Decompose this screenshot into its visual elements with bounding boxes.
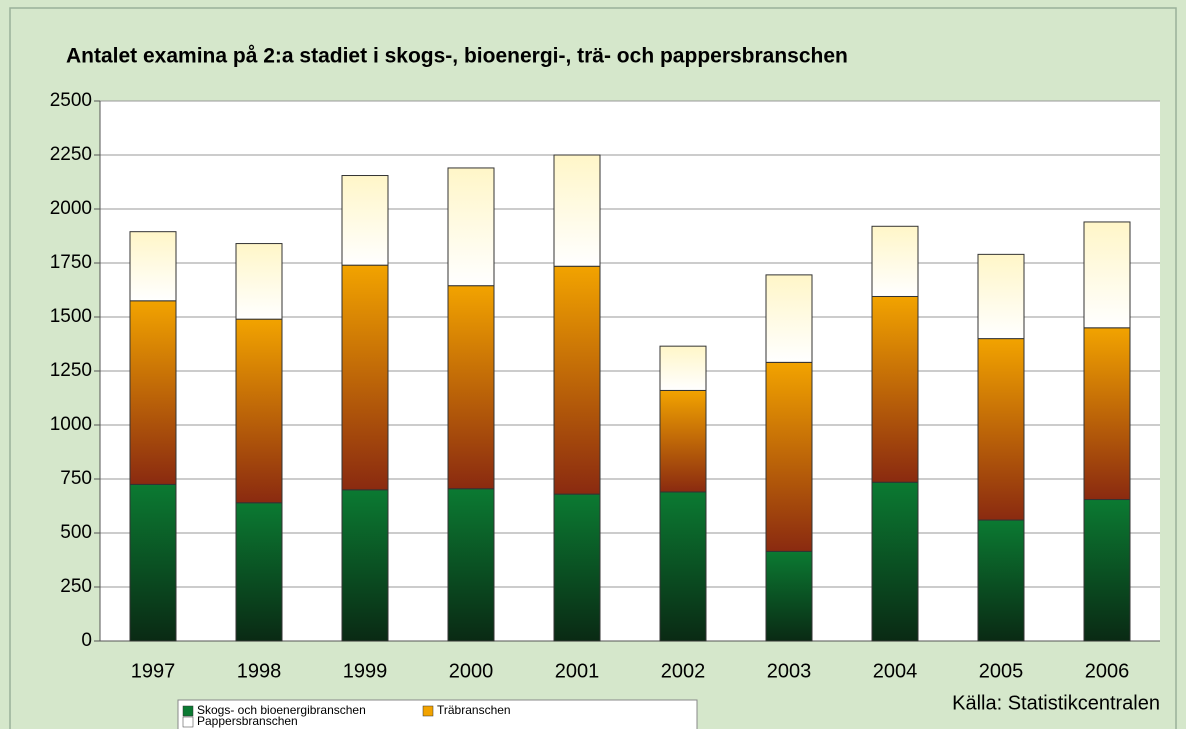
bar-segment	[871, 295, 919, 483]
x-tick-label: 2006	[1085, 660, 1130, 682]
bar-segment	[871, 225, 919, 297]
bar-segment	[129, 483, 177, 642]
y-tick-label: 2250	[50, 144, 92, 165]
chart-title: Antalet examina på 2:a stadiet i skogs-,…	[66, 45, 848, 68]
bar-segment	[341, 175, 389, 266]
bar-segment	[129, 231, 177, 302]
bar-segment	[553, 493, 601, 642]
source: Källa: Statistikcentralen	[952, 692, 1160, 714]
bar-segment	[341, 489, 389, 642]
x-tick-label: 2001	[555, 660, 600, 682]
x-tick-label: 2000	[449, 660, 494, 682]
bar-segment	[765, 274, 813, 363]
x-tick-label: 2004	[873, 660, 918, 682]
bar-segment	[977, 253, 1025, 340]
x-tick-label: 2005	[979, 660, 1024, 682]
x-tick-label: 1998	[237, 660, 282, 682]
bar-segment	[871, 481, 919, 642]
bar-segment	[447, 167, 495, 287]
bar-segment	[659, 389, 707, 493]
legend-swatch	[182, 716, 194, 728]
bar-segment	[447, 488, 495, 642]
legend-swatch	[182, 705, 194, 717]
y-tick-label: 250	[60, 576, 92, 597]
bar-segment	[553, 154, 601, 267]
y-tick-label: 2500	[50, 90, 92, 111]
frame	[9, 7, 1177, 734]
bar-segment	[129, 300, 177, 485]
legend-label: Skogs- och bioenergibranschen	[197, 703, 366, 717]
bar-segment	[1083, 327, 1131, 501]
bar-segment	[553, 265, 601, 495]
bar-segment	[235, 243, 283, 320]
bar-segment	[235, 502, 283, 642]
x-tick-label: 2002	[661, 660, 706, 682]
legend	[177, 699, 698, 734]
bar-segment	[341, 264, 389, 491]
x-tick-label: 1997	[131, 660, 176, 682]
bar-segment	[765, 361, 813, 552]
legend-label: Träbranschen	[437, 703, 511, 717]
bar-segment	[659, 491, 707, 642]
x-tick-label: 2003	[767, 660, 812, 682]
bar-segment	[235, 318, 283, 504]
bar-segment	[1083, 221, 1131, 329]
bar-segment	[447, 285, 495, 490]
bar-segment	[977, 519, 1025, 642]
y-tick-label: 1750	[50, 252, 92, 273]
bar-segment	[659, 345, 707, 391]
y-tick-label: 1000	[50, 414, 92, 435]
y-tick-label: 2000	[50, 198, 92, 219]
legend-label: Pappersbranschen	[197, 714, 298, 728]
y-tick-label: 0	[81, 630, 92, 651]
bar-segment	[765, 550, 813, 642]
legend-swatch	[422, 705, 434, 717]
bar-segment	[1083, 499, 1131, 642]
bar-segment	[977, 338, 1025, 521]
y-tick-label: 500	[60, 522, 92, 543]
y-tick-label: 1250	[50, 360, 92, 381]
x-tick-label: 1999	[343, 660, 388, 682]
y-tick-label: 1500	[50, 306, 92, 327]
y-tick-label: 750	[60, 468, 92, 489]
